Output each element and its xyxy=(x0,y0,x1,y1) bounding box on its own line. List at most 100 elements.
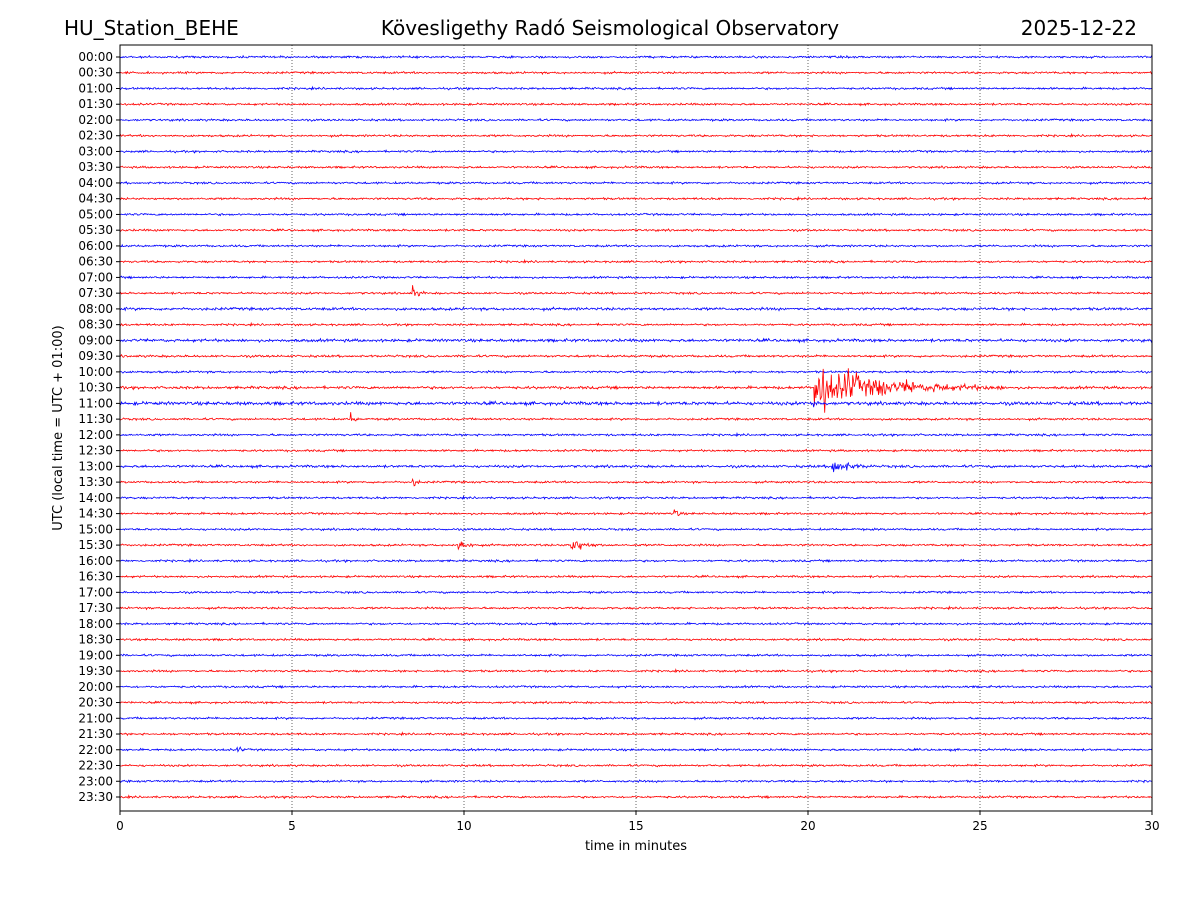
y-tick-label: 00:00 xyxy=(78,50,113,64)
trace-2300 xyxy=(119,779,1153,784)
y-tick-label: 19:30 xyxy=(78,664,113,678)
trace-0130 xyxy=(119,102,1153,107)
trace-0730 xyxy=(119,285,1153,297)
y-tick-label: 03:30 xyxy=(78,160,113,174)
y-tick-label: 04:00 xyxy=(78,176,113,190)
trace-0800 xyxy=(119,306,1153,313)
trace-1630 xyxy=(120,574,1153,579)
x-tick-label: 5 xyxy=(288,819,296,833)
trace-0030 xyxy=(119,70,1153,76)
y-tick-label: 23:00 xyxy=(78,774,113,788)
y-tick-label: 21:30 xyxy=(78,727,113,741)
y-tick-label: 01:30 xyxy=(78,97,113,111)
y-tick-label: 07:30 xyxy=(78,286,113,300)
trace-1500 xyxy=(119,527,1153,532)
x-tick-label: 15 xyxy=(628,819,643,833)
y-tick-label: 20:30 xyxy=(78,696,113,710)
x-tick-label: 25 xyxy=(972,819,987,833)
trace-1030 xyxy=(119,368,1153,413)
y-tick-label: 11:30 xyxy=(78,412,113,426)
y-tick-label: 14:00 xyxy=(78,491,113,505)
y-tick-label: 18:30 xyxy=(78,633,113,647)
y-tick-label: 21:00 xyxy=(78,711,113,725)
trace-1830 xyxy=(119,637,1153,642)
trace-2200 xyxy=(119,746,1153,753)
trace-0230 xyxy=(119,132,1153,139)
y-tick-label: 06:30 xyxy=(78,255,113,269)
y-tick-label: 00:30 xyxy=(78,66,113,80)
trace-0900 xyxy=(119,337,1153,344)
trace-2130 xyxy=(119,731,1153,737)
y-tick-label: 01:00 xyxy=(78,81,113,95)
y-tick-label: 08:30 xyxy=(78,318,113,332)
trace-0400 xyxy=(119,180,1153,186)
seismic-traces xyxy=(119,54,1153,800)
x-axis-label: time in minutes xyxy=(585,839,687,854)
trace-1700 xyxy=(119,590,1153,595)
x-tick-label: 0 xyxy=(116,819,124,833)
y-tick-label: 22:30 xyxy=(78,759,113,773)
trace-1900 xyxy=(119,653,1153,658)
y-tick-label: 13:00 xyxy=(78,459,113,473)
trace-2100 xyxy=(119,716,1153,721)
y-tick-label: 15:00 xyxy=(78,522,113,536)
y-tick-label: 18:00 xyxy=(78,617,113,631)
y-tick-label: 15:30 xyxy=(78,538,113,552)
y-tick-label: 02:00 xyxy=(78,113,113,127)
trace-2030 xyxy=(119,700,1153,705)
x-tick-label: 20 xyxy=(800,819,815,833)
y-tick-label: 09:00 xyxy=(78,333,113,347)
y-tick-label: 05:30 xyxy=(78,223,113,237)
trace-1230 xyxy=(119,448,1153,453)
observatory-title: Kövesligethy Radó Seismological Observat… xyxy=(381,16,839,40)
trace-1130 xyxy=(119,412,1153,422)
trace-1330 xyxy=(119,477,1153,487)
y-tick-label: 23:30 xyxy=(78,790,113,804)
trace-2330 xyxy=(119,794,1153,800)
trace-1200 xyxy=(119,431,1153,438)
trace-1000 xyxy=(119,369,1152,375)
trace-2230 xyxy=(119,763,1153,768)
trace-0300 xyxy=(119,149,1153,154)
y-tick-label: 04:30 xyxy=(78,192,113,206)
trace-1600 xyxy=(119,558,1153,564)
y-tick-label: 12:00 xyxy=(78,428,113,442)
y-tick-label: 14:30 xyxy=(78,507,113,521)
y-tick-label: 06:00 xyxy=(78,239,113,253)
trace-0530 xyxy=(119,228,1153,233)
date-label: 2025-12-22 xyxy=(1021,16,1137,40)
y-tick-label: 02:30 xyxy=(78,129,113,143)
y-tick-label: 19:00 xyxy=(78,648,113,662)
trace-0330 xyxy=(119,165,1153,170)
y-tick-label: 08:00 xyxy=(78,302,113,316)
station-name: HU_Station_BEHE xyxy=(64,16,239,40)
trace-0430 xyxy=(119,195,1153,202)
y-tick-label: 13:30 xyxy=(78,475,113,489)
trace-2000 xyxy=(119,684,1153,689)
vertical-gridlines xyxy=(291,45,981,811)
trace-1730 xyxy=(119,605,1153,611)
trace-1800 xyxy=(119,621,1153,626)
y-tick-label: 09:30 xyxy=(78,349,113,363)
x-tick-label: 10 xyxy=(456,819,471,833)
trace-1430 xyxy=(119,509,1153,517)
trace-0100 xyxy=(119,85,1153,91)
y-tick-label: 07:00 xyxy=(78,270,113,284)
y-tick-label: 12:30 xyxy=(78,444,113,458)
y-tick-label: 17:30 xyxy=(78,601,113,615)
y-tick-label: 22:00 xyxy=(78,743,113,757)
y-tick-label: 03:00 xyxy=(78,144,113,158)
y-tick-label: 16:30 xyxy=(78,570,113,584)
trace-0630 xyxy=(119,258,1153,264)
trace-0930 xyxy=(119,353,1153,359)
trace-0200 xyxy=(119,117,1153,123)
trace-1100 xyxy=(119,400,1153,408)
y-axis-label: UTC (local time = UTC + 01:00) xyxy=(51,325,66,530)
trace-1930 xyxy=(119,668,1153,674)
trace-0500 xyxy=(119,212,1153,217)
y-tick-label: 17:00 xyxy=(78,585,113,599)
trace-0000 xyxy=(119,54,1153,60)
trace-1400 xyxy=(119,494,1153,501)
